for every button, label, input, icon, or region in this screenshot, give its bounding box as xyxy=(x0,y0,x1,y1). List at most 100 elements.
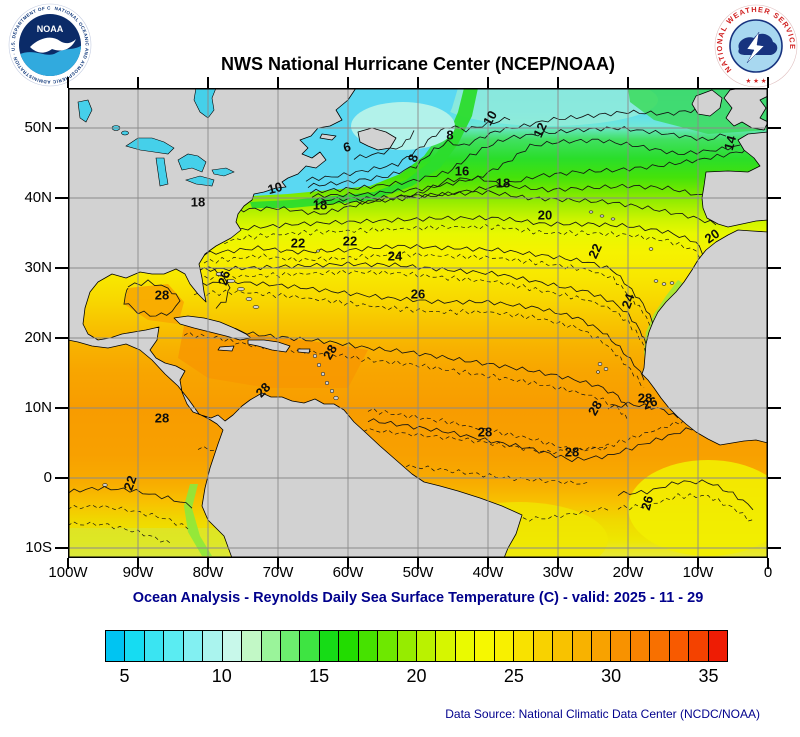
colorbar-segment xyxy=(668,631,689,661)
contour-line-dashed xyxy=(367,407,729,454)
small-islands xyxy=(102,210,675,487)
lat-tick-left xyxy=(55,197,68,199)
colorbar-segment xyxy=(552,631,572,661)
colorbar-segment xyxy=(279,631,300,661)
lat-axis-label: 10N xyxy=(24,399,52,416)
lon-tick-bottom xyxy=(487,558,489,569)
land-great-britain xyxy=(723,88,768,131)
lon-axis-label: 100W xyxy=(48,564,88,581)
lat-tick-left xyxy=(55,477,68,479)
contour-line xyxy=(311,138,741,198)
lat-axis-label: 50N xyxy=(24,119,52,136)
lat-axis-label: 40N xyxy=(24,189,52,206)
colorbar-segment xyxy=(124,631,144,661)
lat-tick-right xyxy=(768,267,781,269)
lon-tick-bottom xyxy=(767,558,769,569)
contour-line-dashed xyxy=(193,289,645,388)
lon-axis-label: 30W xyxy=(542,564,574,581)
lon-tick-bottom xyxy=(347,558,349,569)
colorbar-tick-label: 30 xyxy=(601,666,622,686)
lon-tick-bottom xyxy=(417,558,419,569)
noaa-seagull-icon xyxy=(30,37,76,53)
lat-axis-label: 20N xyxy=(24,329,52,346)
lon-tick-bottom xyxy=(627,558,629,569)
contour-line xyxy=(68,486,193,509)
lon-axis-label: 80W xyxy=(192,564,224,581)
lat-tick-left xyxy=(55,127,68,129)
inland-lakes xyxy=(77,88,235,187)
lon-tick-bottom xyxy=(207,558,209,569)
colorbar-segment xyxy=(590,631,611,661)
colorbar-segment xyxy=(396,631,416,661)
contour-line xyxy=(367,418,729,463)
colorbar-segment xyxy=(106,631,125,661)
data-source-text: Data Source: National Climatic Data Cent… xyxy=(445,707,760,721)
james-bay xyxy=(193,88,217,119)
nws-logo-graphic: NATIONAL WEATHER SERVICE ★ ★ ★ xyxy=(714,4,798,88)
colorbar-tick-label: 10 xyxy=(211,666,232,686)
page-title: NWS National Hurricane Center (NCEP/NOAA… xyxy=(220,54,616,74)
lon-tick-bottom xyxy=(137,558,139,569)
contour-line xyxy=(197,189,717,226)
lon-tick-bottom xyxy=(277,558,279,569)
colorbar-tick-label: 20 xyxy=(406,666,427,686)
land-africa xyxy=(641,229,768,446)
lat-tick-left xyxy=(55,407,68,409)
land-hispaniola xyxy=(247,339,291,353)
nws-logo: NATIONAL WEATHER SERVICE ★ ★ ★ xyxy=(714,4,798,93)
land-ireland xyxy=(691,89,723,117)
colorbar-segment xyxy=(143,631,164,661)
contour-line-dashed xyxy=(617,493,754,522)
colorbar-tick-label: 25 xyxy=(503,666,524,686)
sst-map-canvas xyxy=(68,88,768,558)
colorbar-tick-label: 15 xyxy=(309,666,330,686)
nws-cloud-icon xyxy=(738,33,778,55)
colorbar-segment xyxy=(221,631,242,661)
lon-axis-label: 0 xyxy=(763,564,773,581)
land-puerto-rico xyxy=(297,348,311,354)
lon-axis-label: 90W xyxy=(122,564,154,581)
colorbar-segment xyxy=(299,631,319,661)
lon-axis-label: 70W xyxy=(262,564,294,581)
colorbar-segment xyxy=(377,631,397,661)
graticule xyxy=(68,88,768,558)
contour-line-dashed xyxy=(68,504,189,530)
noaa-logo: NATIONAL OCEANIC AND ATMOSPHERIC ADMINIS… xyxy=(8,3,92,92)
lon-tick-top xyxy=(697,77,699,88)
temperature-colorbar xyxy=(105,630,728,662)
colorbar-segment xyxy=(416,631,436,661)
contour-line-dashed xyxy=(68,521,173,545)
noaa-wordmark: NOAA xyxy=(37,24,64,34)
lon-tick-top xyxy=(207,77,209,88)
lon-tick-top xyxy=(347,77,349,88)
colorbar-segment xyxy=(629,631,650,661)
colorbar-segment xyxy=(474,631,494,661)
land-jamaica xyxy=(217,345,235,352)
lon-axis-label: 40W xyxy=(472,564,504,581)
lon-tick-top xyxy=(137,77,139,88)
nws-lightning-icon xyxy=(746,31,765,64)
contour-line xyxy=(183,320,629,408)
colorbar-segment xyxy=(435,631,455,661)
lon-tick-bottom xyxy=(697,558,699,569)
lake-huron xyxy=(177,153,207,173)
lat-axis-label: 0 xyxy=(43,469,52,486)
lon-tick-bottom xyxy=(557,558,559,569)
lat-tick-right xyxy=(768,407,781,409)
small-lake xyxy=(121,130,129,136)
lon-tick-bottom xyxy=(67,558,69,569)
lon-axis-label: 50W xyxy=(402,564,434,581)
lat-tick-left xyxy=(55,547,68,549)
contour-line xyxy=(201,215,707,273)
land-anticosti xyxy=(319,133,337,141)
lat-tick-right xyxy=(768,337,781,339)
colorbar-segment xyxy=(649,631,669,661)
colorbar-segment xyxy=(571,631,591,661)
contour-line xyxy=(617,479,754,511)
map-subtitle: Ocean Analysis - Reynolds Daily Sea Surf… xyxy=(132,590,704,606)
contour-line xyxy=(607,401,679,419)
colorbar-segment xyxy=(241,631,261,661)
land-newfoundland xyxy=(357,127,397,151)
lake-michigan xyxy=(155,157,169,187)
lat-tick-right xyxy=(768,197,781,199)
